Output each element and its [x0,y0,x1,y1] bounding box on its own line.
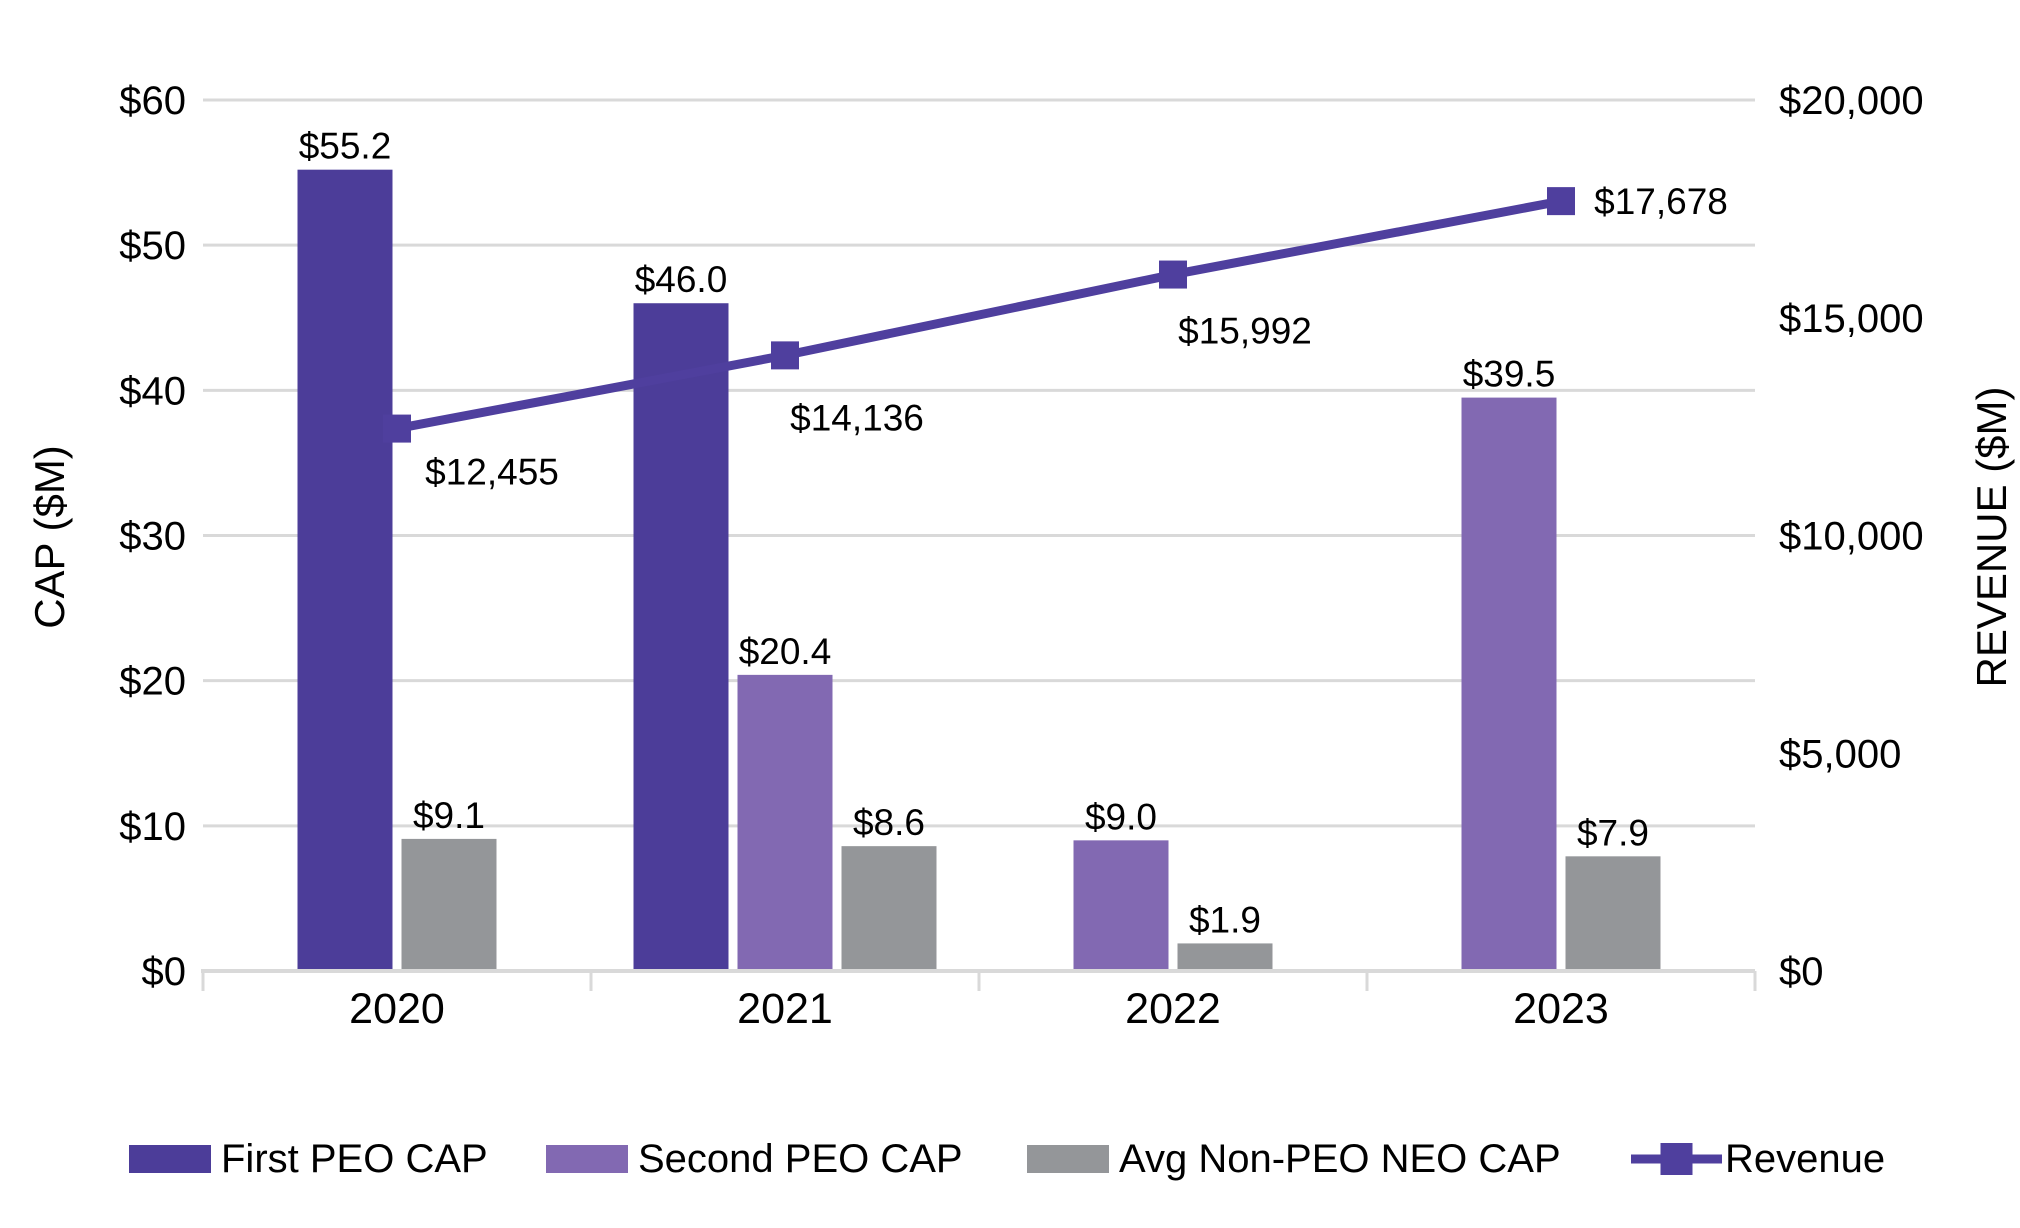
legend-swatch-first-peo-cap [129,1145,211,1173]
bar-data-label: $55.2 [299,126,392,167]
bar-data-label: $46.0 [635,259,728,300]
legend-swatch-second-peo-cap [546,1145,628,1173]
bar-data-label: $39.5 [1463,354,1556,395]
bar-avg-non-peo-neo-cap-2022 [1177,943,1273,971]
right-axis-tick-label: $10,000 [1779,515,1924,559]
bar-data-label: $7.9 [1577,812,1649,853]
bar-avg-non-peo-neo-cap-2021 [841,846,937,971]
right-axis-tick-label: $5,000 [1779,732,1901,776]
category-label: 2022 [1125,985,1221,1033]
left-axis-tick-label: $0 [142,950,187,994]
right-axis-tick-label: $0 [1779,950,1824,994]
revenue-data-label: $14,136 [790,397,924,438]
bar-second-peo-cap-2022 [1073,840,1169,971]
revenue-marker-2021 [771,341,799,370]
revenue-marker-2020 [383,414,411,443]
category-label: 2021 [737,985,833,1033]
bar-groups: $55.2 $9.1 $46.0 $20.4 $8.6 $9.0 $1.9 $39.5 $7.9 [297,126,1661,971]
legend-label-revenue: Revenue [1725,1137,1885,1181]
bar-data-label: $8.6 [853,802,925,843]
revenue-marker-2023 [1547,187,1575,216]
bar-avg-non-peo-neo-cap-2020 [401,838,497,971]
legend-label-second-peo-cap: Second PEO CAP [638,1137,963,1181]
left-axis-tick-label: $20 [119,660,186,704]
bar-data-label: $9.0 [1085,796,1157,837]
legend-revenue-marker-symbol [1660,1143,1693,1175]
category-label: 2023 [1513,985,1609,1033]
legend-swatch-avg-non-peo-neo-cap [1027,1145,1109,1173]
bar-second-peo-cap-2021 [737,674,833,971]
left-axis-tick-label: $60 [119,79,186,123]
left-axis-tick-label: $30 [119,515,186,559]
left-axis-tick-label: $10 [119,805,186,849]
bar-data-label: $20.4 [739,631,832,672]
right-axis-tick-label: $15,000 [1779,297,1924,341]
revenue-data-label: $17,678 [1594,181,1728,222]
revenue-line-group: $12,455 $14,136 $15,992 $17,678 [383,181,1728,493]
revenue-line [396,196,1562,434]
left-axis-title: CAP ($M) [26,445,73,629]
bar-first-peo-cap-2020 [297,169,393,971]
axis-group: $0 $10 $20 $30 $40 $50 $60 $0 $5,000 $10,000 $15,0… [119,79,1923,1033]
revenue-data-label: $15,992 [1178,311,1312,352]
right-axis-title: REVENUE ($M) [1968,386,2015,687]
left-axis-tick-label: $40 [119,369,186,413]
bar-second-peo-cap-2023 [1461,397,1557,971]
revenue-data-label: $12,455 [425,452,559,493]
bar-first-peo-cap-2021 [633,303,729,971]
bar-data-label: $1.9 [1189,899,1261,940]
right-axis-tick-label: $20,000 [1779,79,1924,123]
revenue-marker-2022 [1159,260,1187,289]
legend-label-avg-non-peo-neo-cap: Avg Non-PEO NEO CAP [1119,1137,1561,1181]
bar-avg-non-peo-neo-cap-2023 [1565,856,1661,971]
left-axis-tick-label: $50 [119,224,186,268]
category-label: 2020 [349,985,445,1033]
bar-data-label: $9.1 [413,795,485,836]
legend: First PEO CAP Second PEO CAP Avg Non-PEO N… [129,1137,1885,1181]
legend-label-first-peo-cap: First PEO CAP [221,1137,488,1181]
